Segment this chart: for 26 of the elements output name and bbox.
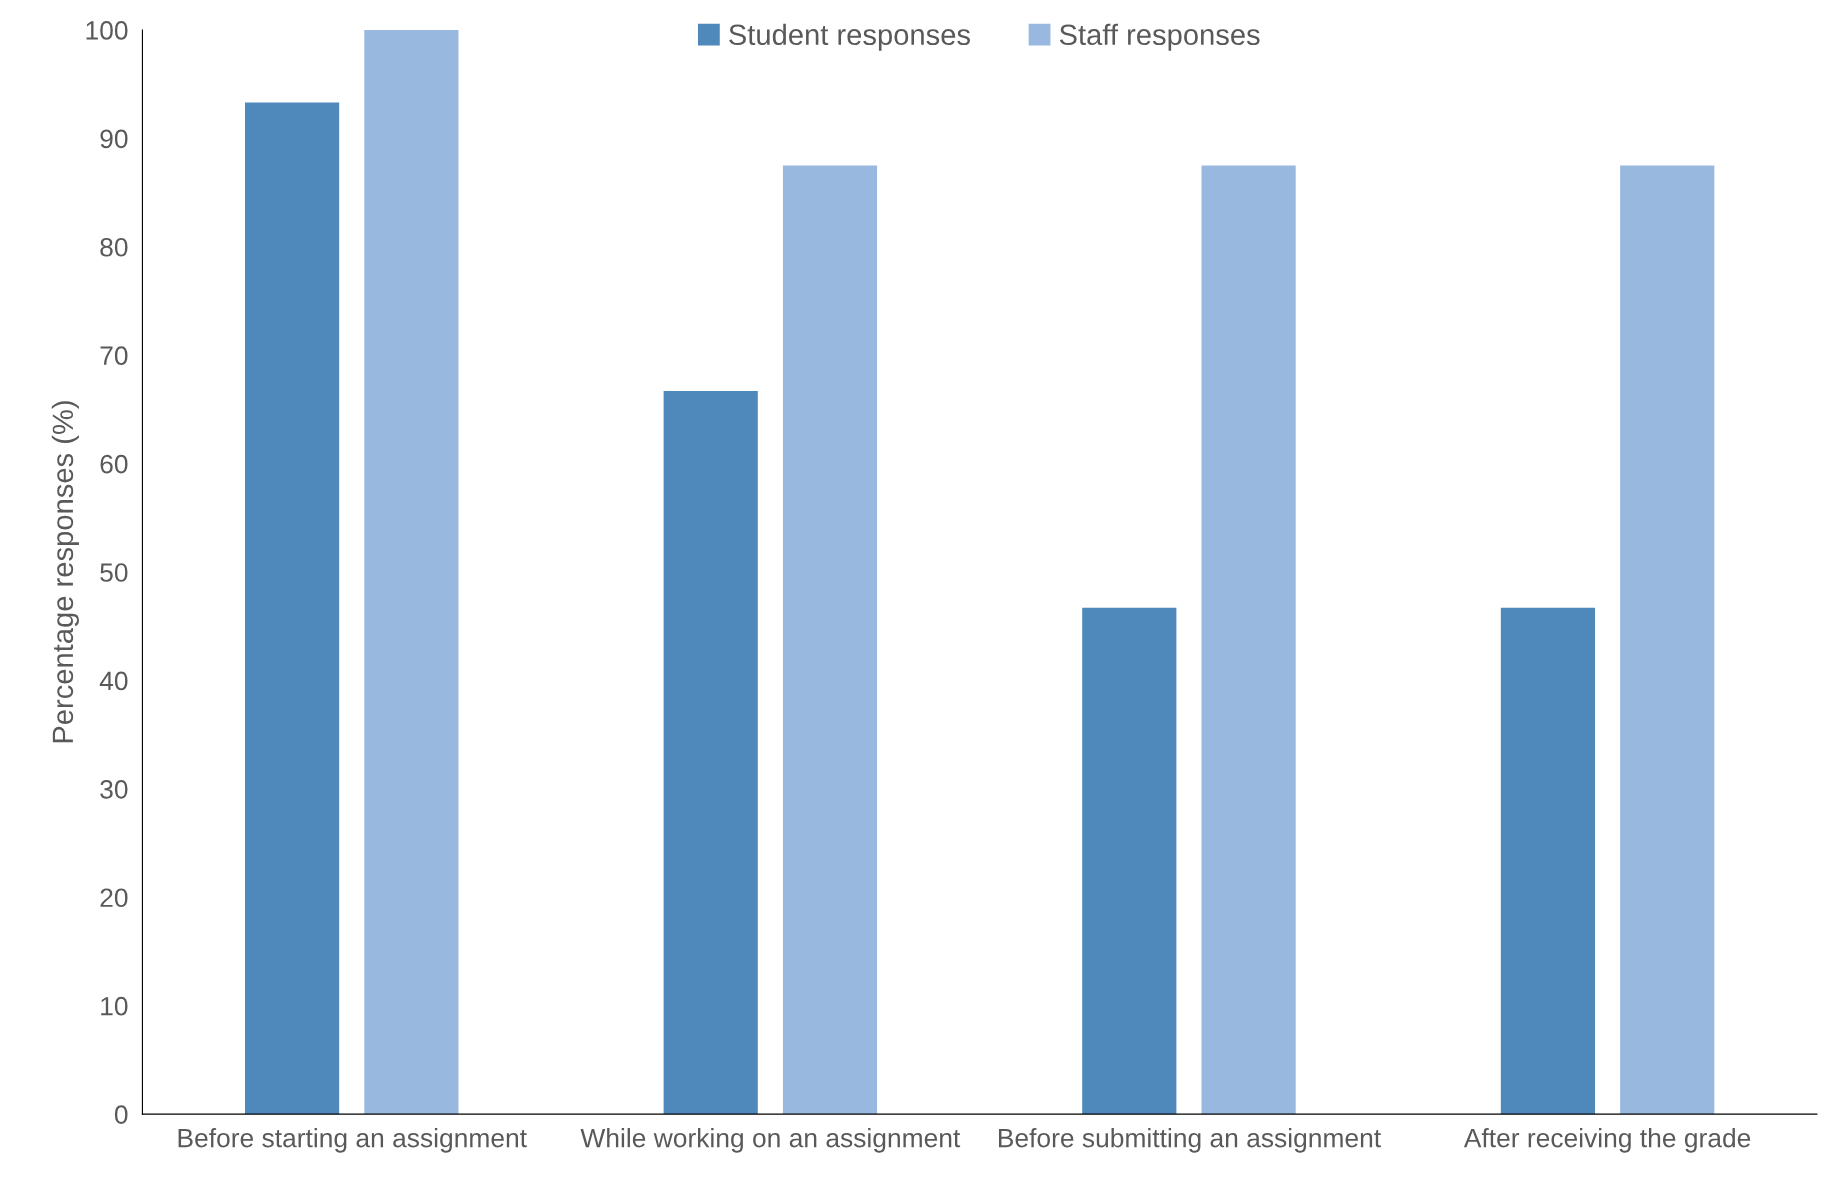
y-tick-label: 50 bbox=[100, 563, 128, 582]
y-tick-label: 100 bbox=[86, 21, 128, 40]
y-tick-label: 30 bbox=[100, 780, 128, 799]
x-tick-label: While working on an assignment bbox=[580, 1128, 961, 1153]
y-tick-label: 90 bbox=[100, 129, 128, 149]
y-tick-label: 60 bbox=[100, 454, 128, 474]
legend-label: Student responses bbox=[729, 23, 970, 51]
y-axis-title: Percentage responses (%) bbox=[51, 401, 79, 743]
bar bbox=[1082, 607, 1177, 1115]
bar bbox=[1620, 165, 1715, 1115]
bar bbox=[244, 102, 340, 1115]
legend-label: Staff responses bbox=[1059, 23, 1260, 51]
bar bbox=[364, 29, 459, 1115]
y-tick-label: 20 bbox=[100, 888, 128, 908]
y-tick-label: 70 bbox=[100, 346, 128, 366]
x-tick-label: Before starting an assignment bbox=[178, 1128, 527, 1153]
y-tick-label: 40 bbox=[99, 671, 128, 691]
bar bbox=[663, 390, 758, 1115]
y-tick-label: 10 bbox=[101, 996, 128, 1016]
bar bbox=[1500, 607, 1596, 1115]
y-tick-label: 0 bbox=[114, 1105, 128, 1124]
bar bbox=[1201, 165, 1296, 1115]
bar bbox=[782, 165, 878, 1115]
x-tick-label: Before submitting an assignment bbox=[998, 1128, 1381, 1153]
y-tick-label: 80 bbox=[100, 237, 128, 257]
x-tick-label: After receiving the grade bbox=[1463, 1128, 1751, 1153]
